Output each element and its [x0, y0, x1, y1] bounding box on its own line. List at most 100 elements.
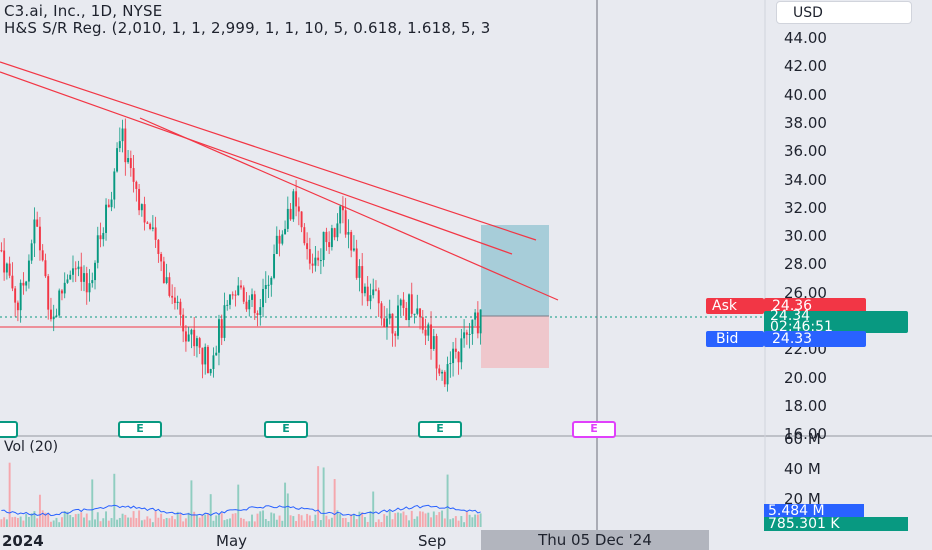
candle-body — [11, 275, 14, 289]
candle-body — [319, 260, 322, 262]
volume-bar — [380, 522, 383, 527]
candle-body — [432, 336, 435, 349]
candle-body — [264, 285, 267, 290]
volume-bar — [132, 511, 135, 527]
volume-bar — [55, 517, 58, 527]
earnings-icon[interactable]: E — [264, 421, 308, 438]
volume-bar — [195, 515, 198, 527]
candle-body — [198, 338, 201, 348]
candle-body — [83, 273, 85, 282]
symbol-title[interactable]: C3.ai, Inc., 1D, NYSE — [4, 2, 163, 20]
candle-body — [69, 274, 72, 280]
candle-body — [253, 294, 256, 314]
candle-body — [369, 295, 372, 302]
volume-bar — [352, 514, 355, 527]
volume-bar — [438, 512, 441, 527]
candle-body — [41, 250, 44, 261]
volume-bar — [149, 518, 152, 527]
candle-body — [358, 266, 361, 278]
volume-bar — [44, 512, 47, 527]
candle-body — [218, 319, 220, 353]
candle-body — [19, 282, 22, 311]
volume-bar — [311, 521, 314, 527]
candle-body — [8, 263, 11, 276]
volume-bar — [105, 511, 108, 527]
earnings-icon[interactable]: E — [418, 421, 462, 438]
volume-bar — [135, 518, 138, 527]
volume-bar — [355, 519, 358, 527]
volume-bar — [435, 515, 438, 527]
volume-bar — [140, 520, 143, 527]
bid-label: Bid — [706, 331, 764, 347]
volume-bar — [88, 520, 91, 527]
volume-bar — [110, 518, 113, 527]
candle-body — [91, 280, 94, 284]
indicator-legend[interactable]: H&S S/R Reg. (2,010, 1, 1, 2,999, 1, 1, … — [4, 19, 491, 37]
candle-body — [162, 261, 165, 283]
volume-bar — [173, 519, 176, 527]
volume-bars — [0, 462, 482, 527]
candle-body — [388, 313, 391, 319]
candle-body — [135, 181, 138, 189]
candle-body — [157, 239, 160, 254]
volume-bar — [325, 515, 328, 527]
candle-body — [204, 346, 207, 365]
volume-bar — [190, 480, 193, 527]
candle-body — [165, 277, 168, 283]
volume-legend[interactable]: Vol (20) — [4, 439, 59, 455]
volume-bar — [303, 520, 306, 527]
candle-body — [149, 223, 152, 229]
candle-body — [286, 208, 289, 229]
volume-bar — [363, 517, 366, 527]
candle-body — [275, 235, 278, 255]
candle-body — [355, 248, 358, 278]
price-axis-label: 42.00 — [784, 57, 827, 76]
candle-body — [278, 235, 281, 244]
candle-body — [377, 290, 380, 304]
candle-body — [223, 305, 226, 338]
candle-body — [129, 158, 132, 169]
currency-selector[interactable]: USD — [776, 1, 912, 24]
candle-body — [292, 191, 295, 220]
candle-body — [52, 316, 55, 320]
candle-body — [184, 331, 187, 342]
volume-bar — [264, 519, 267, 527]
candle-body — [476, 312, 479, 334]
volume-bar — [344, 517, 347, 527]
volume-bar — [443, 518, 446, 527]
candle-body — [273, 254, 276, 278]
volume-axis-40m: 40 M — [784, 460, 821, 478]
volume-bar — [281, 520, 284, 527]
candle-body — [306, 243, 309, 250]
volume-bar — [99, 521, 102, 527]
earnings-upcoming-icon[interactable]: E — [572, 421, 616, 438]
ask-price: 24.36 — [764, 298, 866, 314]
candle-body — [118, 141, 121, 149]
candle-body — [463, 332, 466, 339]
candle-body — [454, 348, 457, 352]
volume-bar — [240, 517, 242, 527]
earnings-icon[interactable]: E — [118, 421, 162, 438]
volume-bar — [253, 521, 256, 527]
candle-body — [336, 223, 339, 238]
volume-bar — [14, 516, 17, 527]
candle-body — [124, 128, 127, 163]
candle-body — [47, 276, 50, 310]
candle-body — [49, 309, 52, 320]
candle-body — [270, 277, 273, 285]
candle-body — [267, 284, 270, 286]
candle-body — [419, 308, 421, 318]
volume-bar — [297, 514, 300, 527]
volume-bar — [430, 517, 433, 527]
price-axis-label: 20.00 — [784, 368, 827, 387]
candle-body — [402, 299, 405, 308]
volume-bar — [157, 517, 160, 527]
candle-body — [399, 299, 402, 306]
candle-body — [410, 294, 413, 314]
earnings-icon[interactable]: E — [0, 421, 18, 438]
volume-bar — [212, 520, 215, 527]
price-axis-label: 38.00 — [784, 113, 827, 132]
volume-bar — [72, 517, 74, 527]
volume-bar — [386, 515, 388, 527]
